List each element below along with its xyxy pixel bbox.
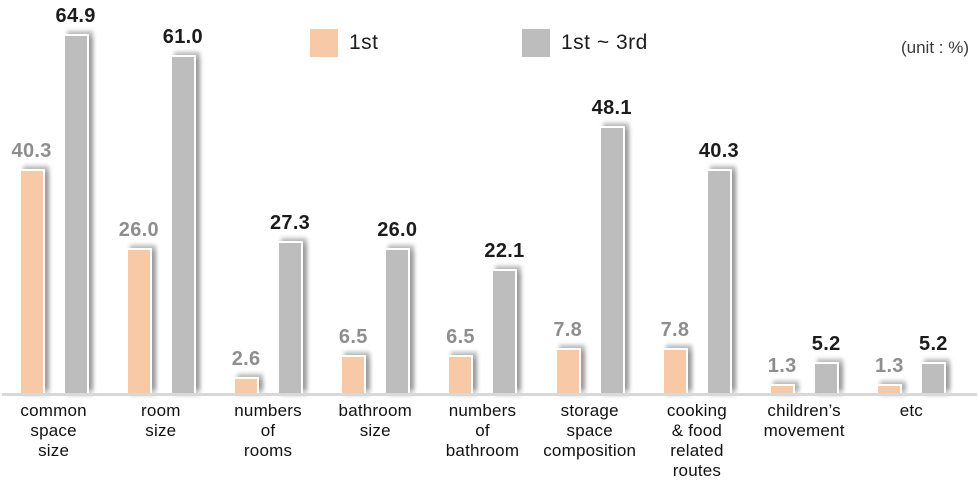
value-label-1st-3rd: 22.1 (484, 240, 525, 262)
value-label-1st-3rd: 5.2 (919, 333, 948, 355)
value-label-1st-3rd: 27.3 (269, 212, 311, 234)
category-label: etc (899, 401, 923, 420)
bar-group-etc: 1.3 5.2 (858, 0, 965, 393)
legend-label-1st: 1st (349, 31, 379, 54)
bar-1st-3rd (920, 362, 947, 393)
value-label-1st: 1.3 (767, 355, 797, 377)
bar-1st (876, 384, 903, 393)
value-label-1st-3rd: 40.3 (698, 140, 739, 162)
value-label-1st-3rd: 5.2 (811, 333, 841, 355)
bar-group-cooking-food-related-routes: 7.8 40.3 (643, 0, 750, 393)
bar-1st-3rd (62, 34, 89, 393)
bar-1st-3rd (169, 55, 196, 393)
bar-1st (340, 355, 367, 393)
bar-1st (661, 348, 688, 393)
legend-item-1st-3rd: 1st ~ 3rd (522, 29, 648, 57)
bar-1st-3rd (598, 126, 625, 393)
value-label-1st: 6.5 (338, 326, 368, 348)
x-axis-line (2, 393, 977, 396)
bar-group-bathroom-size: 6.5 26.0 (322, 0, 429, 393)
bar-1st (233, 377, 260, 393)
category-axis: common space size room size numbers of r… (0, 401, 965, 481)
category-label: bathroom size (338, 401, 412, 440)
value-label-1st-3rd: 64.9 (55, 5, 96, 27)
value-label-1st-3rd: 48.1 (591, 97, 632, 119)
legend-label-1st-3rd: 1st ~ 3rd (561, 31, 648, 54)
plot-area: 40.3 64.9 26.0 61.0 (0, 0, 965, 393)
bar-group-storage-space-composition: 7.8 48.1 (536, 0, 643, 393)
category-label: storage space composition (543, 401, 637, 460)
value-label-1st: 7.8 (553, 319, 583, 341)
legend-item-1st: 1st (310, 29, 379, 57)
bar-1st (769, 384, 796, 393)
bar-1st-3rd (705, 169, 732, 393)
category-label: room size (141, 401, 181, 440)
category-label: numbers of rooms (234, 401, 302, 460)
unit-label: (unit : %) (900, 38, 969, 57)
category-label: children’s movement (763, 401, 845, 440)
value-label-1st: 6.5 (446, 326, 475, 348)
legend-swatch-1st (310, 29, 338, 57)
bar-1st-3rd (813, 362, 840, 393)
bar-1st (554, 348, 581, 393)
value-label-1st: 2.6 (231, 348, 261, 370)
bar-1st-3rd (491, 269, 518, 393)
value-label-1st: 1.3 (875, 355, 904, 377)
category-label: common space size (20, 401, 87, 460)
bar-group-numbers-of-bathroom: 6.5 22.1 (429, 0, 536, 393)
bar-1st-3rd (384, 248, 411, 393)
bar-1st (18, 169, 45, 393)
value-label-1st-3rd: 26.0 (377, 219, 418, 241)
bar-1st (125, 248, 152, 393)
value-label-1st: 40.3 (11, 140, 52, 162)
bar-1st (447, 355, 474, 393)
bar-group-room-size: 26.0 61.0 (107, 0, 214, 393)
bar-group-common-space-size: 40.3 64.9 (0, 0, 107, 393)
category-label: numbers of bathroom (445, 401, 520, 460)
bar-1st-3rd (277, 241, 304, 393)
legend-swatch-1st-3rd (522, 29, 550, 57)
category-label: cooking & food related routes (666, 401, 727, 480)
value-label-1st-3rd: 61.0 (162, 26, 203, 48)
value-label-1st: 26.0 (118, 219, 159, 241)
bar-group-childrens-movement: 1.3 5.2 (751, 0, 858, 393)
value-label-1st: 7.8 (660, 319, 690, 341)
bar-group-numbers-of-rooms: 2.6 27.3 (214, 0, 321, 393)
